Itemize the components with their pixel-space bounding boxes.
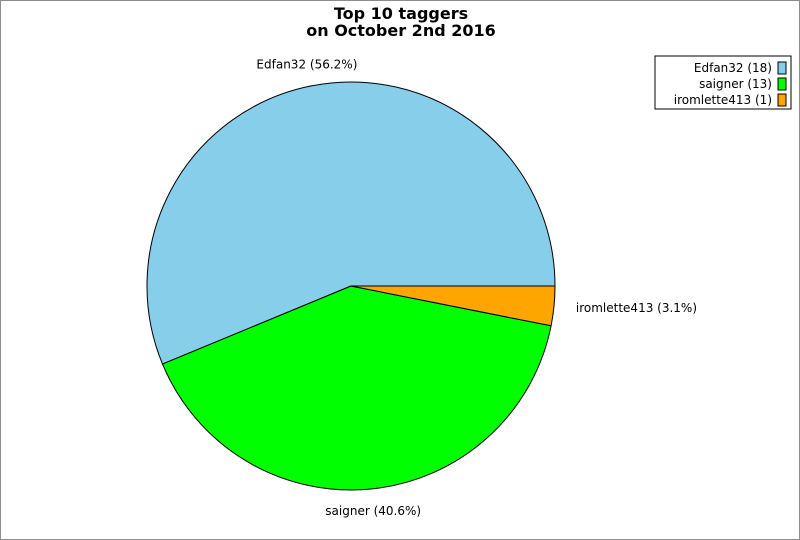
legend-label-edfan32: Edfan32 (18) <box>694 61 772 75</box>
slice-label-edfan32: Edfan32 (56.2%) <box>256 57 357 71</box>
slice-label-iromlette413: iromlette413 (3.1%) <box>576 301 697 315</box>
slice-label-saigner: saigner (40.6%) <box>325 504 421 518</box>
legend-box <box>654 55 792 110</box>
legend: Edfan32 (18) saigner (13) iromlette413 (1) <box>654 55 792 110</box>
pie-slice-edfan32 <box>146 81 556 365</box>
slice-labels: Edfan32 (56.2%) saigner (40.6%) iromlette4… <box>256 57 697 518</box>
pie-slice-saigner <box>161 285 552 491</box>
legend-label-saigner: saigner (13) <box>699 77 772 91</box>
chart-title: Top 10 taggers <box>334 4 468 23</box>
pie-slices <box>146 81 556 491</box>
legend-swatch-saigner <box>777 77 787 91</box>
legend-label-iromlette413: iromlette413 (1) <box>674 93 772 107</box>
legend-items: Edfan32 (18) saigner (13) iromlette413 (1) <box>674 61 787 107</box>
pie-slice-iromlette413 <box>350 285 556 327</box>
legend-swatch-iromlette413 <box>777 93 787 107</box>
legend-swatch-edfan32 <box>777 61 787 75</box>
chart-subtitle: on October 2nd 2016 <box>306 21 496 40</box>
